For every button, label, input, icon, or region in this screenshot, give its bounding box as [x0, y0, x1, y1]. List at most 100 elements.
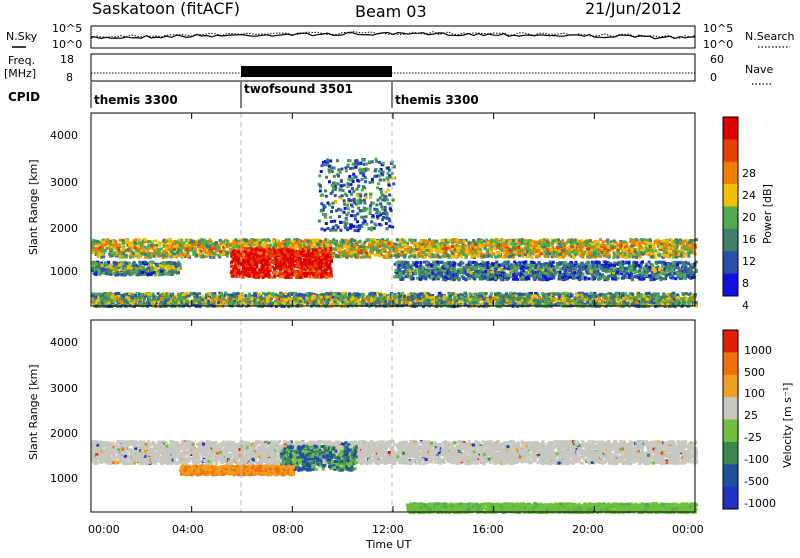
echo-cell — [184, 244, 187, 247]
echo-cell — [330, 220, 333, 223]
echo-cell — [346, 249, 349, 252]
echo-cell — [275, 266, 278, 269]
noise-right-tick-top: 10^5 — [703, 22, 733, 35]
echo-cell — [128, 262, 131, 265]
echo-cell — [656, 251, 659, 254]
echo-cell — [426, 246, 429, 249]
echo-cell — [566, 247, 569, 250]
echo-cell — [679, 241, 682, 244]
echo-cell — [320, 209, 323, 212]
echo-cell — [350, 214, 353, 217]
noise-left-tick-top: 10^5 — [52, 22, 82, 35]
echo-cell — [546, 240, 549, 243]
echo-cell — [363, 207, 366, 210]
echo-cell — [161, 270, 164, 273]
echo-cell — [126, 270, 129, 273]
echo-cell — [245, 238, 248, 241]
echo-cell — [273, 275, 276, 278]
echo-cell — [164, 273, 167, 276]
echo-cell — [163, 239, 166, 242]
echo-cell — [572, 255, 575, 258]
echo-cell — [474, 250, 477, 253]
echo-cell — [326, 161, 329, 164]
echo-cell — [597, 240, 600, 243]
echo-cell — [323, 269, 326, 272]
echo-cell — [495, 238, 498, 241]
echo-cell — [320, 273, 323, 276]
echo-cell — [256, 272, 259, 275]
echo-cell — [344, 244, 347, 247]
echo-cell — [151, 272, 154, 275]
echo-cell — [472, 251, 475, 254]
echo-cell — [465, 256, 468, 259]
echo-cell — [666, 254, 669, 257]
echo-cell — [680, 254, 683, 257]
echo-cell — [373, 238, 376, 241]
echo-cell — [318, 261, 321, 264]
echo-cell — [266, 267, 269, 270]
echo-cell — [371, 251, 374, 254]
echo-cell — [672, 252, 675, 255]
echo-cell — [436, 254, 439, 257]
echo-cell — [240, 263, 243, 266]
echo-cell — [668, 251, 671, 254]
echo-cell — [329, 263, 332, 266]
echo-cell — [603, 254, 606, 257]
echo-cell — [690, 251, 693, 254]
echo-cell — [299, 247, 302, 250]
echo-cell — [323, 260, 326, 263]
echo-cell — [497, 244, 500, 247]
echo-cell — [243, 271, 246, 274]
echo-cell — [290, 267, 293, 270]
echo-cell — [187, 239, 190, 242]
echo-cell — [304, 275, 307, 278]
echo-cell — [330, 259, 333, 262]
echo-cell — [252, 275, 255, 278]
echo-cell — [144, 253, 147, 256]
echo-cell — [352, 173, 355, 176]
echo-cell — [510, 249, 513, 252]
echo-cell — [177, 254, 180, 257]
echo-cell — [419, 252, 422, 255]
echo-cell — [465, 247, 468, 250]
echo-cell — [598, 255, 601, 258]
echo-cell — [632, 255, 635, 258]
echo-cell — [400, 252, 403, 255]
echo-cell — [456, 244, 459, 247]
echo-cell — [372, 202, 375, 205]
echo-cell — [354, 229, 357, 232]
echo-cell — [392, 182, 395, 185]
echo-cell — [266, 245, 269, 248]
echo-cell — [231, 265, 234, 268]
echo-cell — [341, 194, 344, 197]
echo-cell — [140, 249, 143, 252]
echo-cell — [268, 239, 271, 242]
echo-cell — [101, 269, 104, 272]
echo-cell — [127, 248, 130, 251]
echo-cell — [218, 246, 221, 249]
echo-cell — [329, 216, 332, 219]
echo-cell — [108, 253, 111, 256]
echo-cell — [298, 240, 301, 243]
echo-cell — [212, 252, 215, 255]
echo-cell — [343, 211, 346, 214]
echo-cell — [306, 269, 309, 272]
echo-cell — [630, 248, 633, 251]
echo-cell — [350, 238, 353, 241]
echo-cell — [138, 238, 141, 241]
echo-cell — [363, 199, 366, 202]
echo-cell — [394, 254, 397, 257]
echo-cell — [636, 248, 639, 251]
echo-cell — [176, 251, 179, 254]
echo-cell — [639, 246, 642, 249]
echo-cell — [490, 255, 493, 258]
echo-cell — [615, 254, 618, 257]
echo-cell — [170, 245, 173, 248]
echo-cell — [176, 241, 179, 244]
echo-cell — [260, 239, 263, 242]
echo-cell — [325, 222, 328, 225]
echo-cell — [340, 180, 343, 183]
echo-cell — [363, 248, 366, 251]
echo-cell — [689, 246, 692, 249]
